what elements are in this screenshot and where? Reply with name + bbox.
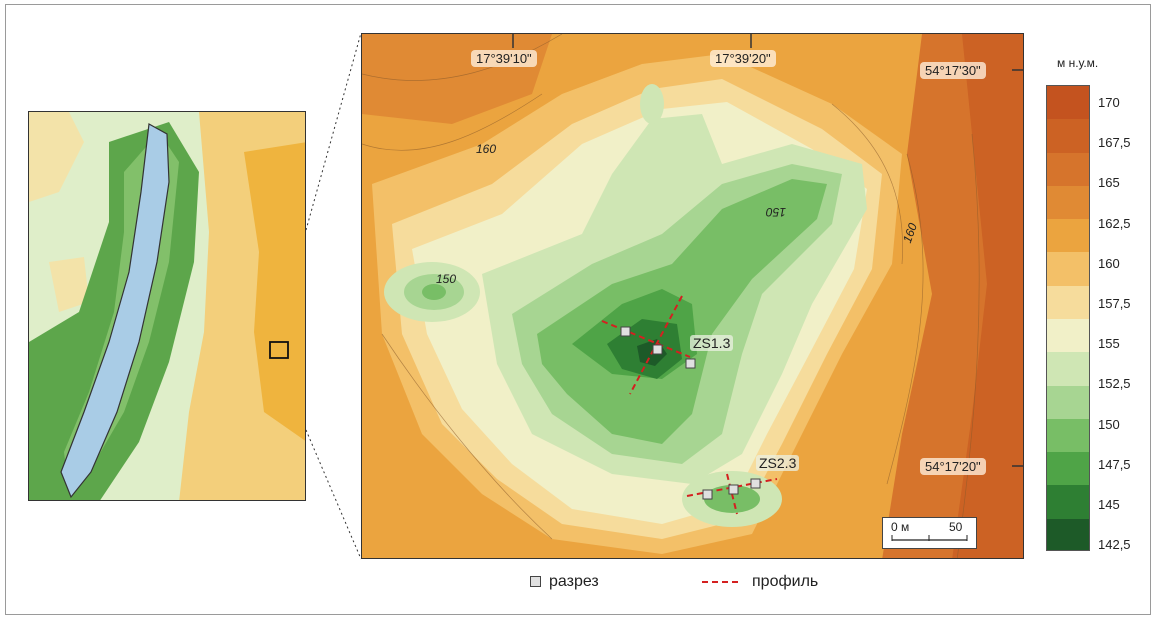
legend-value: 165 [1098,175,1120,191]
profile-dash-icon [702,580,738,583]
scale-zero: 0 м [891,520,910,534]
elevation-legend-bar [1046,85,1090,551]
legend-value: 162,5 [1098,215,1131,231]
legend-value: 152,5 [1098,376,1131,392]
scale-bar: 0 м 50 [882,517,977,549]
legend-swatch [1047,452,1089,486]
legend-value: 157,5 [1098,296,1131,311]
legend-value: 150 [1098,416,1120,432]
elevation-map [361,33,1024,559]
legend-swatch [1047,86,1089,120]
legend-swatch [1047,285,1089,320]
legend-item-section: разрез [530,573,599,591]
legend-swatch [1047,418,1089,453]
lat-label-bottom: 54°17'20" [920,458,986,475]
legend-value: 170 [1098,95,1120,110]
area-marker [269,341,289,359]
site-label-zs2: ZS2.3 [756,455,800,471]
legend-value: 160 [1098,255,1120,271]
lon-label-right: 17°39'20" [710,50,776,67]
contour-label: 160 [476,142,497,156]
scale-line [891,535,968,541]
legend-value: 145 [1098,497,1120,512]
legend-item-profile: профиль [702,573,818,591]
section-points [620,326,761,500]
legend-value: 142,5 [1098,537,1131,553]
legend-swatch [1047,352,1089,387]
legend-swatch [1047,485,1089,520]
legend-swatch [1047,319,1089,353]
section-square-icon [530,576,541,588]
legend-swatch [1047,385,1089,420]
lat-label-top: 54°17'30" [920,62,986,79]
legend-swatch [1047,119,1089,154]
legend-title: м н.у.м. [1057,56,1099,70]
legend-swatch [1047,152,1089,187]
lon-label-left: 17°39'10" [471,50,537,67]
legend-swatch [1047,252,1089,287]
site-label-zs1: ZS1.3 [690,335,734,351]
contour-label: 150 [436,272,457,286]
contour-label: 150 [766,205,787,219]
legend-swatch [1047,185,1089,220]
legend-swatch [1047,518,1089,550]
elevation-map-graphic [362,34,1023,558]
legend-section-label: разрез [549,573,599,590]
legend-value: 167,5 [1098,135,1131,151]
overview-map-graphic [29,112,305,500]
frame-ticks [512,34,1023,467]
scale-end: 50 [949,520,963,534]
legend-value: 155 [1098,336,1120,352]
figure-frame [5,4,1151,615]
overview-map [28,111,306,501]
legend-value: 147,5 [1098,456,1131,472]
legend-swatch [1047,219,1089,253]
legend-profile-label: профиль [752,573,819,590]
